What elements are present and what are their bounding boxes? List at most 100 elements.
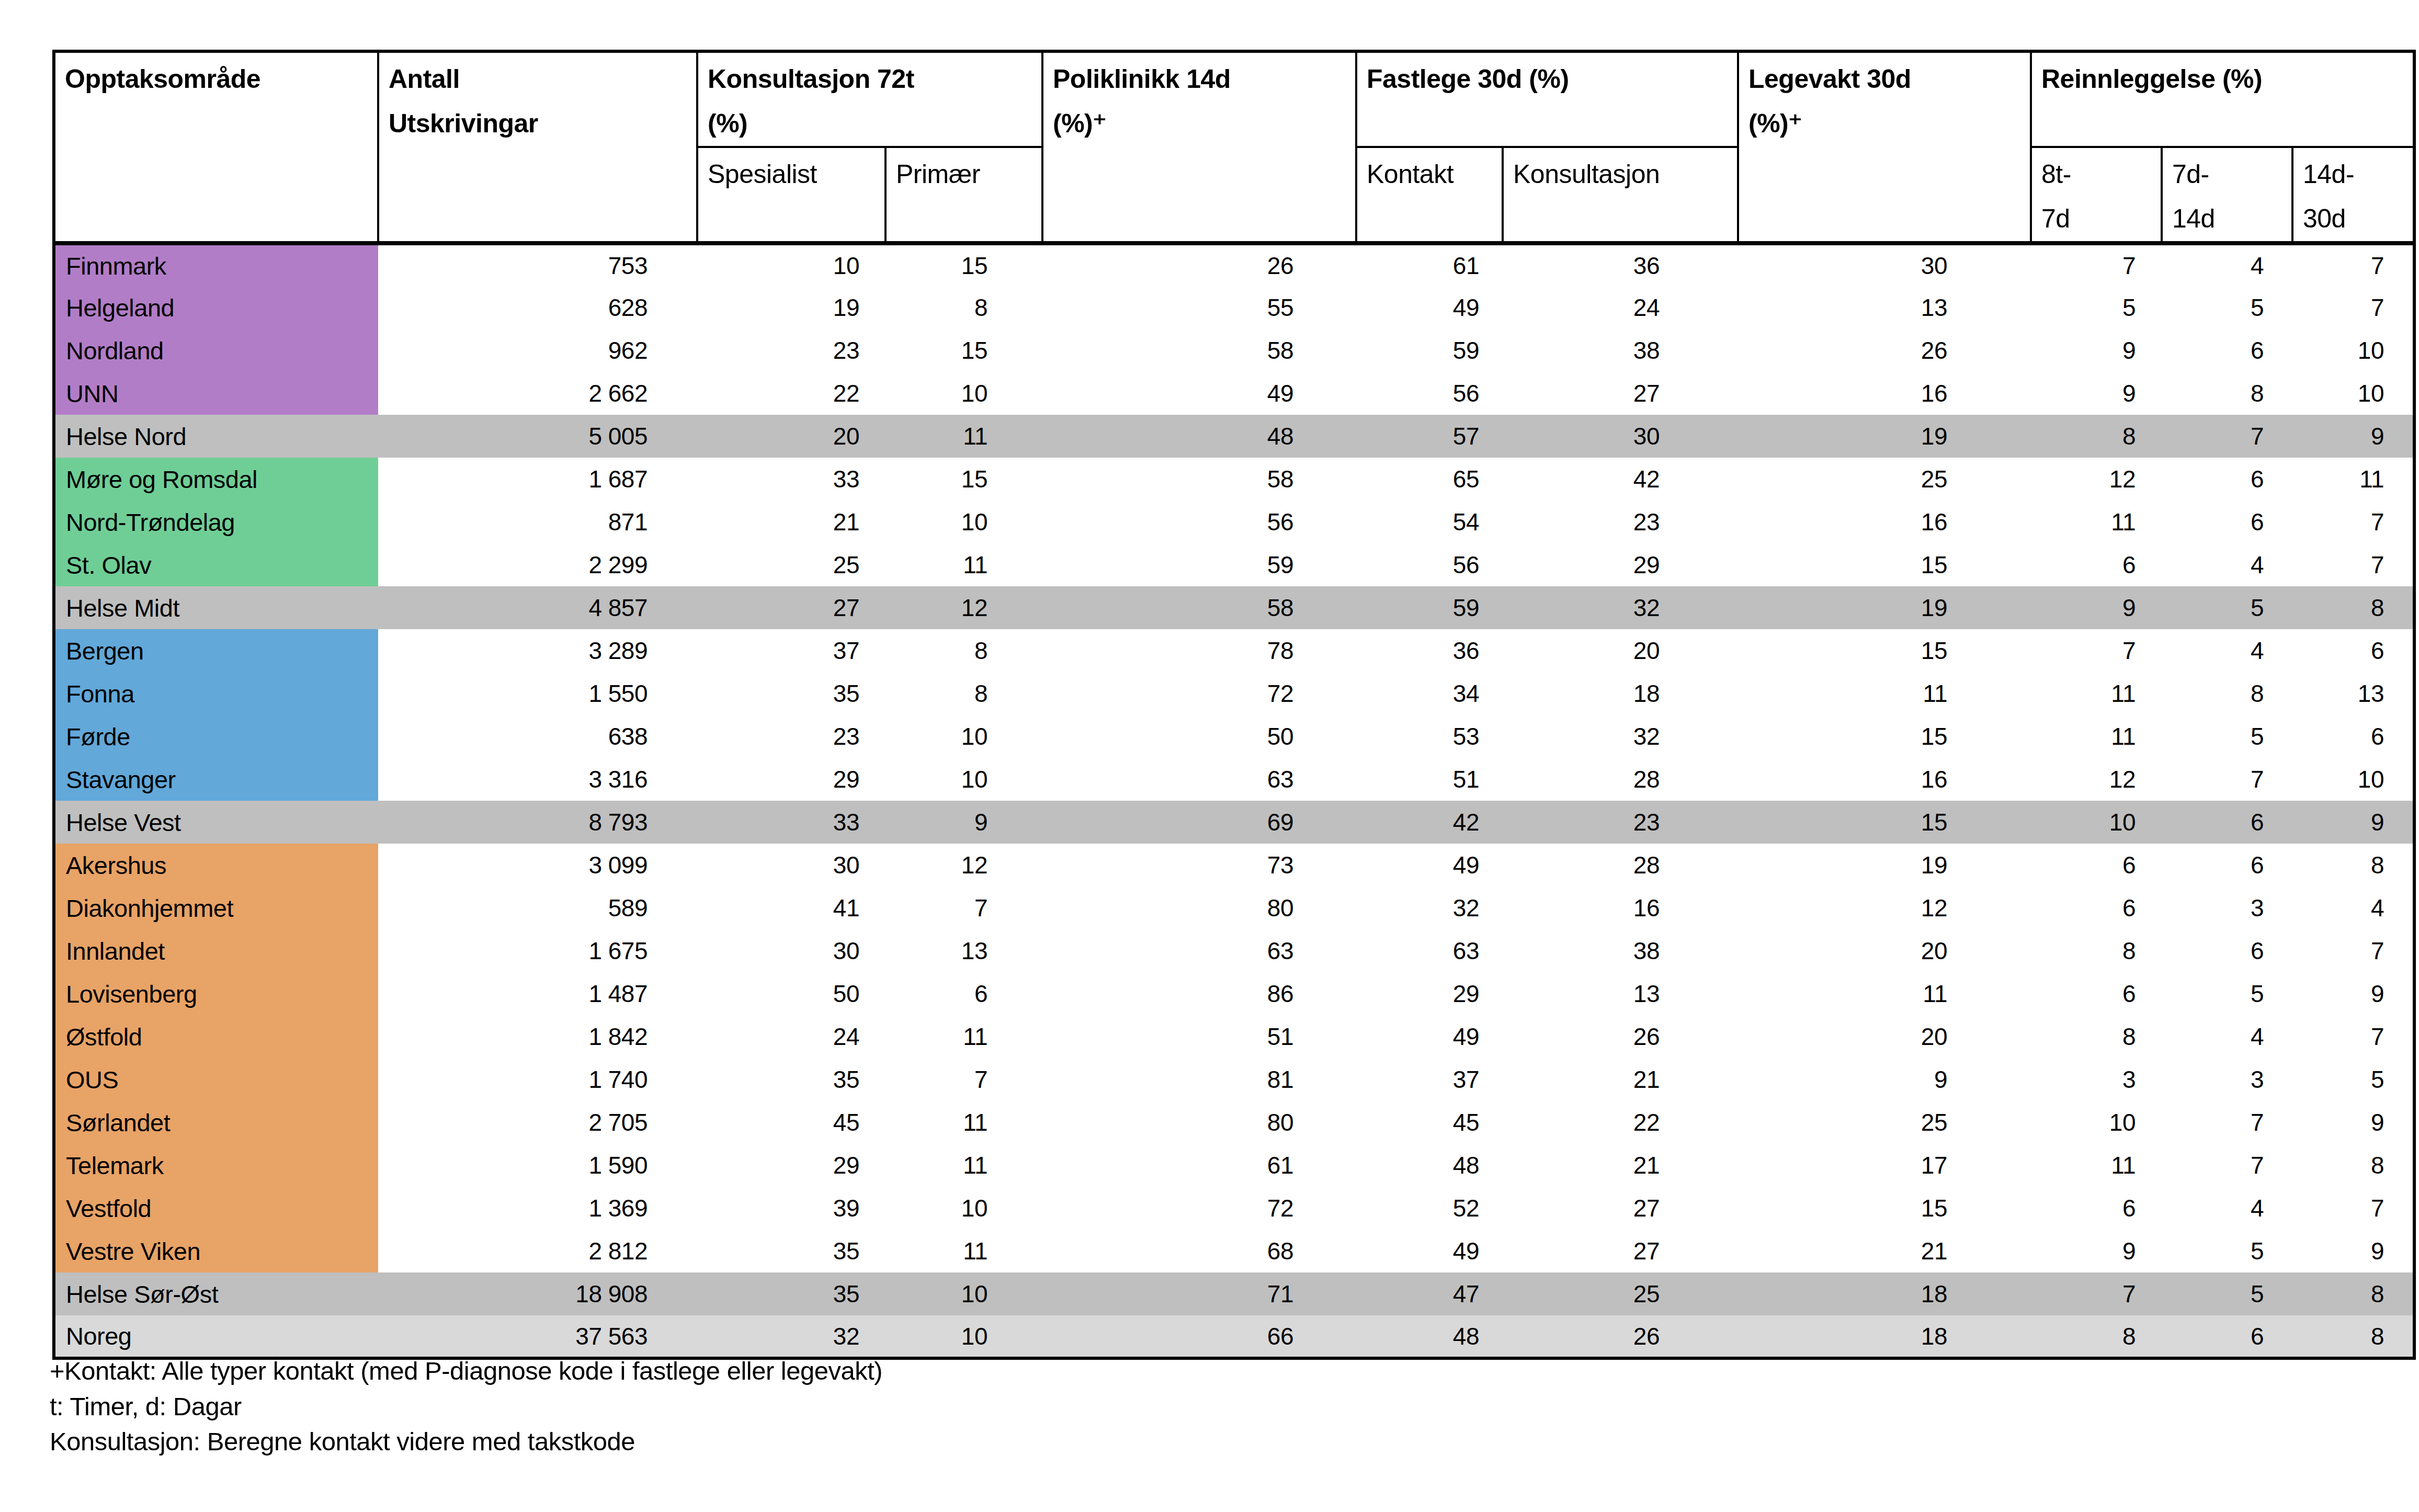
value-cell: 15 [885, 329, 1042, 372]
value-cell: 9 [885, 801, 1042, 844]
value-cell: 19 [697, 286, 885, 329]
summary-row: Helse Midt4 857271258593219958 [54, 586, 2414, 629]
value-cell: 1 487 [378, 972, 697, 1015]
value-cell: 3 [2031, 1058, 2162, 1101]
value-cell: 8 793 [378, 801, 697, 844]
value-cell: 63 [1356, 929, 1503, 972]
value-cell: 23 [1503, 801, 1738, 844]
value-cell: 13 [1503, 972, 1738, 1015]
value-cell: 25 [1738, 458, 2031, 501]
region-name-cell: Vestfold [54, 1187, 378, 1230]
value-cell: 21 [1738, 1230, 2031, 1272]
table-row: Helgeland62819855492413557 [54, 286, 2414, 329]
value-cell: 7 [2162, 415, 2292, 458]
region-name-cell: Bergen [54, 629, 378, 672]
value-cell: 5 [2031, 286, 2162, 329]
subheader-8t-7d: 8t- 7d [2031, 147, 2162, 243]
value-cell: 39 [697, 1187, 885, 1230]
region-name-cell: Helse Nord [54, 415, 378, 458]
region-name-cell: Helse Midt [54, 586, 378, 629]
table-body: Finnmark753101526613630747Helgeland62819… [54, 243, 2414, 1358]
value-cell: 1 369 [378, 1187, 697, 1230]
value-cell: 8 [2292, 1315, 2414, 1358]
value-cell: 47 [1356, 1272, 1503, 1315]
table-row: Østfold1 842241151492620847 [54, 1015, 2414, 1058]
value-cell: 80 [1042, 886, 1356, 929]
region-name-cell: UNN [54, 372, 378, 415]
value-cell: 6 [2162, 458, 2292, 501]
value-cell: 1 740 [378, 1058, 697, 1101]
value-cell: 8 [2031, 415, 2162, 458]
value-cell: 9 [2292, 1230, 2414, 1272]
value-cell: 34 [1356, 672, 1503, 715]
value-cell: 23 [697, 329, 885, 372]
subheader-primaer: Primær [885, 147, 1042, 243]
region-name-cell: Østfold [54, 1015, 378, 1058]
value-cell: 6 [2031, 844, 2162, 886]
value-cell: 36 [1356, 629, 1503, 672]
region-name-cell: Sørlandet [54, 1101, 378, 1144]
value-cell: 56 [1356, 372, 1503, 415]
value-cell: 9 [2031, 372, 2162, 415]
value-cell: 5 005 [378, 415, 697, 458]
value-cell: 24 [1503, 286, 1738, 329]
value-cell: 7 [2031, 1272, 2162, 1315]
value-cell: 9 [2292, 1101, 2414, 1144]
value-cell: 42 [1503, 458, 1738, 501]
value-cell: 32 [697, 1315, 885, 1358]
value-cell: 6 [2031, 543, 2162, 586]
value-cell: 66 [1042, 1315, 1356, 1358]
value-cell: 37 563 [378, 1315, 697, 1358]
region-name-cell: Helse Vest [54, 801, 378, 844]
table-row: Lovisenberg1 48750686291311659 [54, 972, 2414, 1015]
value-cell: 1 842 [378, 1015, 697, 1058]
value-cell: 36 [1503, 243, 1738, 286]
value-cell: 12 [1738, 886, 2031, 929]
value-cell: 26 [1503, 1015, 1738, 1058]
value-cell: 3 099 [378, 844, 697, 886]
value-cell: 4 857 [378, 586, 697, 629]
value-cell: 49 [1042, 372, 1356, 415]
header-poliklinikk-14d: Poliklinikk 14d (%)⁺ [1042, 51, 1356, 243]
value-cell: 30 [697, 844, 885, 886]
value-cell: 33 [697, 801, 885, 844]
value-cell: 24 [697, 1015, 885, 1058]
value-cell: 58 [1042, 586, 1356, 629]
value-cell: 22 [697, 372, 885, 415]
summary-row: Helse Sør-Øst18 908351071472518758 [54, 1272, 2414, 1315]
table-row: Telemark1 5902911614821171178 [54, 1144, 2414, 1187]
footnote-units: t: Timer, d: Dagar [50, 1389, 882, 1425]
value-cell: 11 [885, 1230, 1042, 1272]
value-cell: 16 [1738, 372, 2031, 415]
value-cell: 10 [2292, 758, 2414, 801]
value-cell: 59 [1356, 586, 1503, 629]
value-cell: 10 [2031, 1101, 2162, 1144]
value-cell: 11 [2031, 715, 2162, 758]
value-cell: 10 [2292, 372, 2414, 415]
value-cell: 6 [2162, 844, 2292, 886]
value-cell: 5 [2292, 1058, 2414, 1101]
header-konsultasjon-72t: Konsultasjon 72t (%) [697, 51, 1042, 147]
value-cell: 21 [1503, 1058, 1738, 1101]
value-cell: 10 [885, 372, 1042, 415]
value-cell: 8 [885, 629, 1042, 672]
value-cell: 29 [1503, 543, 1738, 586]
value-cell: 11 [1738, 972, 2031, 1015]
value-cell: 29 [697, 1144, 885, 1187]
value-cell: 3 316 [378, 758, 697, 801]
value-cell: 37 [697, 629, 885, 672]
value-cell: 7 [2292, 929, 2414, 972]
value-cell: 6 [2031, 886, 2162, 929]
header-row-groups: Opptaksområde Antall Utskrivingar Konsul… [54, 51, 2414, 147]
table-row: Møre og Romsdal1 68733155865422512611 [54, 458, 2414, 501]
subheader-14d-30d: 14d- 30d [2292, 147, 2414, 243]
value-cell: 63 [1042, 758, 1356, 801]
value-cell: 26 [1503, 1315, 1738, 1358]
value-cell: 20 [1738, 1015, 2031, 1058]
value-cell: 7 [2292, 1187, 2414, 1230]
value-cell: 7 [2162, 1101, 2292, 1144]
value-cell: 628 [378, 286, 697, 329]
value-cell: 8 [2031, 1315, 2162, 1358]
value-cell: 15 [1738, 629, 2031, 672]
value-cell: 15 [1738, 1187, 2031, 1230]
